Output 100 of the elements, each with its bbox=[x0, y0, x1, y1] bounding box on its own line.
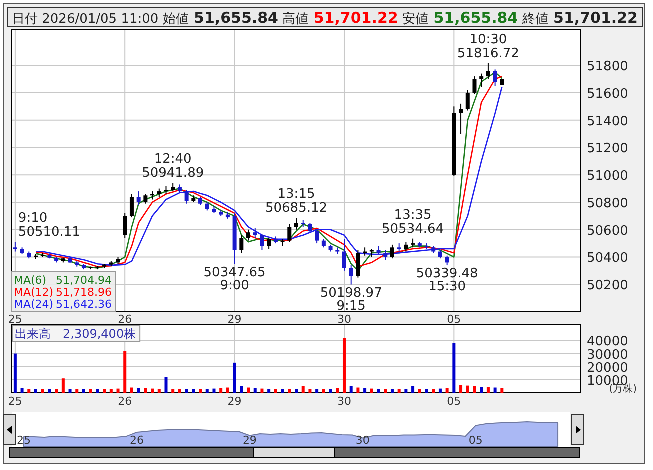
bar bbox=[220, 388, 223, 393]
y-tick-label: 50600 bbox=[587, 224, 628, 239]
y-tick-label: 50400 bbox=[587, 251, 628, 266]
bar bbox=[480, 387, 484, 393]
bar bbox=[370, 388, 374, 393]
x-tick-label: 26 bbox=[130, 434, 144, 447]
annotation: 51,704.94 bbox=[56, 274, 112, 287]
x-tick-label: 30 bbox=[337, 313, 352, 326]
candlestick bbox=[493, 69, 498, 87]
candlestick bbox=[404, 242, 408, 252]
bar bbox=[206, 389, 209, 393]
candlestick bbox=[136, 191, 141, 206]
bar bbox=[390, 389, 394, 393]
y-tick-label: 51200 bbox=[587, 142, 628, 157]
bar bbox=[432, 389, 436, 393]
x-tick-label: 26 bbox=[118, 313, 132, 326]
bar bbox=[316, 389, 319, 393]
bar bbox=[172, 389, 175, 393]
bar bbox=[281, 389, 284, 393]
x-tick-label: 05 bbox=[447, 313, 462, 326]
annotation: 50198.97 9:15 bbox=[320, 286, 382, 314]
bar bbox=[412, 386, 415, 393]
bar bbox=[124, 351, 127, 393]
bar bbox=[96, 389, 100, 393]
bar bbox=[41, 389, 44, 393]
bar bbox=[110, 389, 113, 393]
bar bbox=[254, 388, 257, 393]
candlestick bbox=[459, 103, 464, 135]
candlestick bbox=[390, 244, 394, 260]
candlestick bbox=[253, 228, 258, 239]
x-tick-label: 05 bbox=[447, 395, 462, 408]
annotation: 13:35 50534.64 bbox=[382, 208, 444, 237]
candlestick bbox=[472, 76, 477, 95]
bar bbox=[260, 388, 264, 393]
annotation: 10:30 51816.72 bbox=[457, 32, 520, 62]
x-tick-label: 26 bbox=[118, 395, 132, 408]
candlestick bbox=[123, 212, 128, 239]
candlestick bbox=[384, 250, 388, 260]
y-tick-label: 51400 bbox=[587, 114, 628, 130]
candlestick bbox=[356, 250, 360, 278]
candlestick bbox=[267, 238, 272, 250]
bar bbox=[398, 389, 401, 393]
bar bbox=[192, 389, 196, 393]
bar bbox=[34, 389, 38, 393]
x-tick-label: 29 bbox=[228, 313, 242, 326]
bar bbox=[130, 388, 134, 393]
bar bbox=[82, 389, 86, 393]
bar bbox=[151, 388, 154, 393]
bar bbox=[55, 389, 58, 393]
candlestick bbox=[13, 242, 18, 252]
candlestick bbox=[144, 194, 148, 204]
bar bbox=[116, 388, 120, 393]
bar bbox=[288, 389, 292, 393]
bar bbox=[350, 386, 353, 393]
bar bbox=[377, 389, 380, 393]
candlestick bbox=[342, 238, 346, 272]
bar bbox=[329, 389, 332, 393]
bar bbox=[137, 388, 140, 393]
bar bbox=[103, 389, 106, 393]
bar bbox=[48, 389, 52, 393]
candlestick bbox=[184, 190, 189, 204]
bar bbox=[89, 389, 92, 393]
x-tick-label: 29 bbox=[242, 434, 257, 447]
y-tick-label: 50200 bbox=[587, 278, 628, 294]
candlestick bbox=[294, 218, 298, 230]
bar bbox=[336, 388, 340, 393]
x-tick-label: 25 bbox=[17, 434, 31, 447]
bar bbox=[452, 343, 456, 393]
candlestick bbox=[288, 224, 292, 243]
annotation: 9:10 50510.11 bbox=[18, 211, 80, 240]
bar bbox=[247, 388, 250, 393]
series-label: MA(6) bbox=[14, 274, 47, 287]
bar bbox=[144, 388, 148, 393]
y-tick-label: 20000 bbox=[587, 360, 628, 376]
candlestick bbox=[445, 255, 450, 266]
bar bbox=[76, 389, 79, 393]
bar bbox=[308, 389, 312, 393]
annotation: 50347.65 9:00 bbox=[204, 265, 266, 294]
candlestick bbox=[349, 264, 354, 286]
bar bbox=[322, 389, 326, 393]
text: MA(12) bbox=[14, 286, 54, 299]
bar bbox=[268, 389, 271, 393]
bar bbox=[158, 389, 161, 393]
bar bbox=[240, 386, 244, 393]
annotation: 12:40 50941.89 bbox=[142, 152, 204, 182]
candlestick bbox=[246, 229, 251, 242]
bar bbox=[185, 389, 188, 393]
bar bbox=[62, 378, 65, 393]
y-tick-label: 40000 bbox=[587, 334, 628, 350]
bar bbox=[302, 386, 305, 393]
annotation: 13:15 50685.12 bbox=[265, 187, 328, 216]
bar bbox=[418, 389, 422, 393]
annotation: 51,718.96 bbox=[56, 286, 112, 299]
candlestick bbox=[308, 222, 312, 234]
text: MA(24) bbox=[14, 298, 54, 311]
bar bbox=[295, 389, 298, 393]
x-tick-label: 30 bbox=[337, 395, 352, 408]
bar bbox=[446, 388, 449, 393]
bar bbox=[233, 362, 236, 393]
bar bbox=[473, 386, 476, 393]
